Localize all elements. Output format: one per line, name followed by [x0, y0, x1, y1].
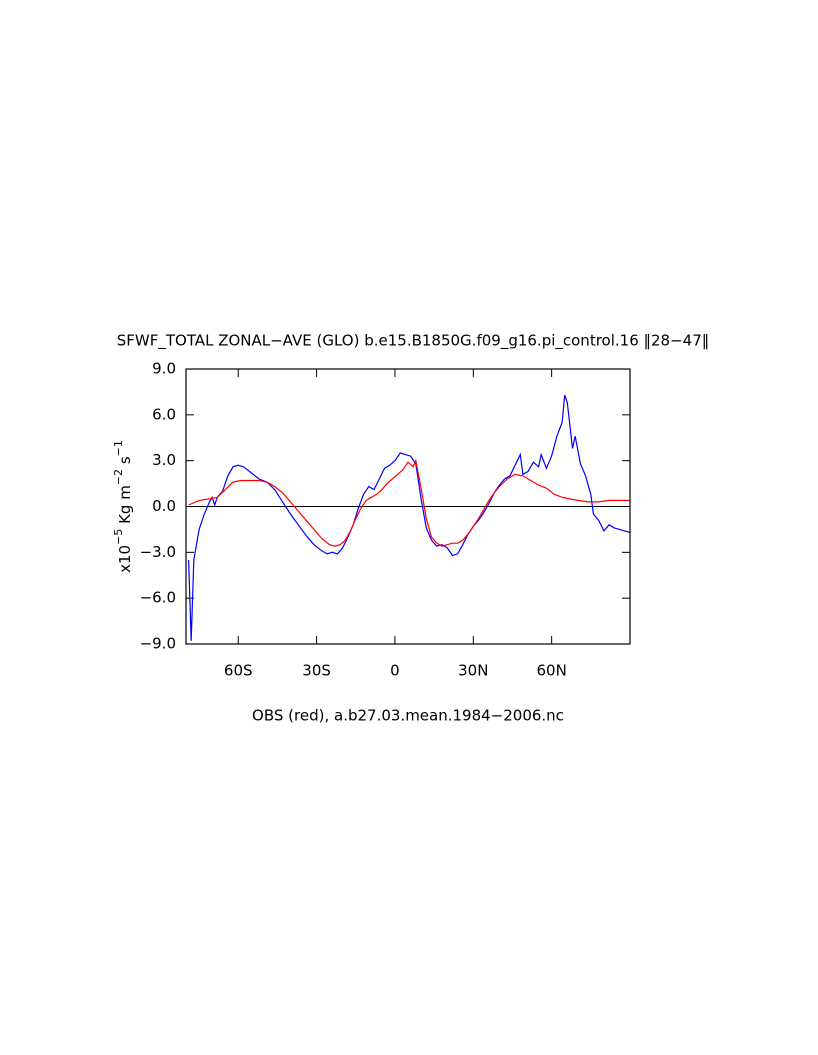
y-axis-label-part: s: [116, 456, 134, 469]
x-tick-label: 0: [390, 662, 400, 680]
y-tick-label: −6.0: [140, 589, 176, 607]
y-tick-label: −3.0: [140, 543, 176, 561]
y-tick-label: 0.0: [152, 497, 176, 515]
y-axis-label-part: −5: [112, 529, 125, 545]
y-axis-label: x10−5 Kg m−2 s−1: [112, 440, 134, 573]
y-axis-label-part: −2: [112, 469, 125, 485]
x-tick-label: 30N: [458, 662, 488, 680]
x-tick-label: 60N: [536, 662, 566, 680]
x-axis-label: OBS (red), a.b27.03.mean.1984−2006.nc: [252, 707, 564, 725]
x-tick-label: 60S: [224, 662, 253, 680]
series-line: [188, 458, 630, 547]
series-line: [188, 394, 631, 641]
y-axis-label-part: Kg m: [116, 485, 134, 529]
y-axis-label-part: x10: [116, 545, 134, 573]
y-tick-label: −9.0: [140, 635, 176, 653]
y-tick-label: 6.0: [152, 405, 176, 423]
x-tick-label: 30S: [302, 662, 331, 680]
plot-frame: [185, 368, 631, 645]
y-axis-label-part: −1: [112, 440, 125, 456]
y-tick-label: 9.0: [152, 360, 176, 378]
chart-title: SFWF_TOTAL ZONAL−AVE (GLO) b.e15.B1850G.…: [117, 332, 710, 351]
y-tick-label: 3.0: [152, 451, 176, 469]
